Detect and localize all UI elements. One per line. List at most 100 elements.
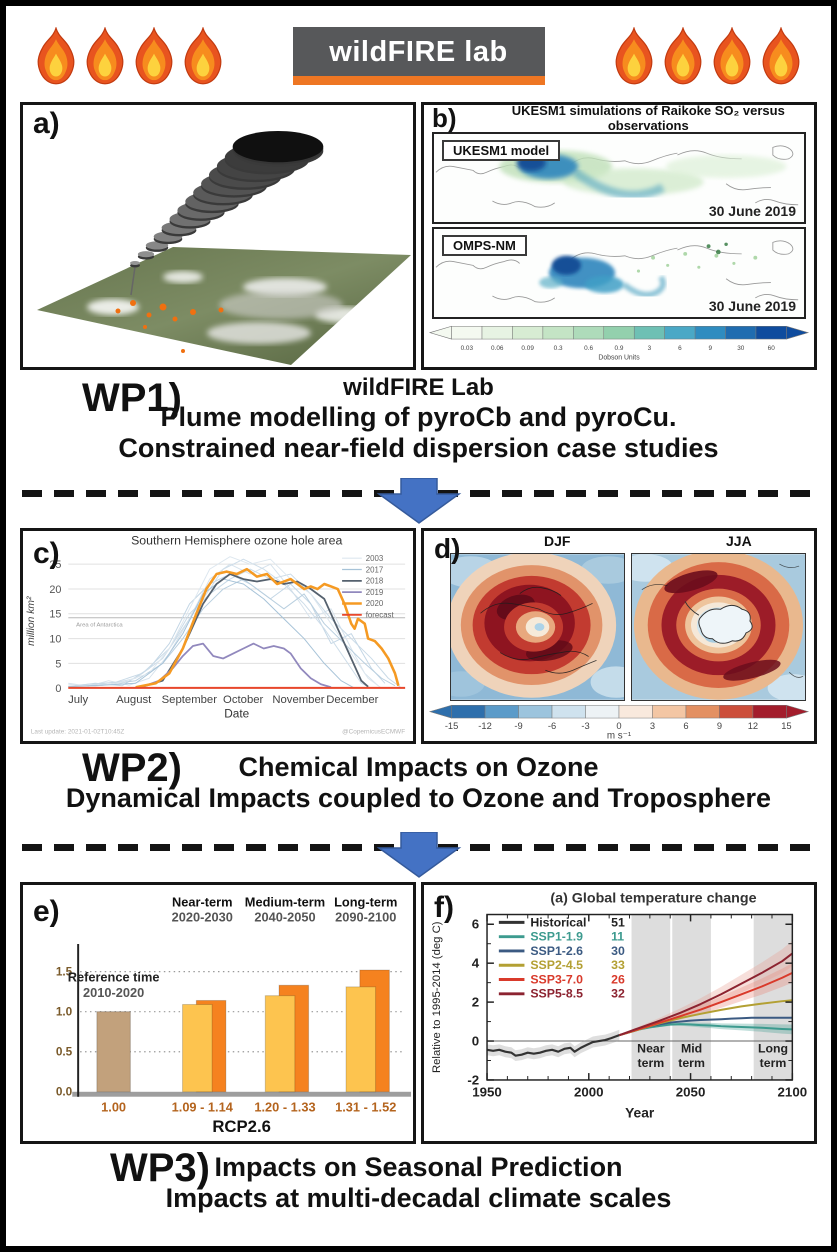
- svg-text:0.9: 0.9: [615, 345, 624, 352]
- svg-text:Year: Year: [625, 1105, 655, 1120]
- wildfire-lab-logo: wildFIRE lab: [292, 27, 545, 85]
- wp2-line2: Dynamical Impacts coupled to Ozone and T…: [65, 783, 772, 813]
- svg-text:0.0: 0.0: [56, 1085, 73, 1099]
- svg-text:-15: -15: [445, 721, 459, 731]
- row-wp1-figures: a): [20, 102, 817, 370]
- svg-text:0.03: 0.03: [461, 345, 474, 352]
- fire-row-right: [612, 26, 803, 85]
- row-wp2-figures: c) 0 5 10 15 20 25 Area of Antarctica July Augus…: [20, 528, 817, 744]
- svg-text:3: 3: [650, 721, 655, 731]
- svg-text:@CopernicusECMWF: @CopernicusECMWF: [342, 729, 405, 736]
- svg-text:5: 5: [55, 658, 61, 670]
- svg-text:Near-term: Near-term: [172, 895, 232, 910]
- svg-text:SSP3-7.0: SSP3-7.0: [530, 972, 583, 986]
- svg-text:term: term: [638, 1056, 665, 1070]
- svg-text:SSP1-2.6: SSP1-2.6: [530, 944, 583, 958]
- panel-f: f) 1950 2000 2050 2100 -2 0 2 4 6 Historical 51 SSP…: [421, 882, 817, 1144]
- svg-text:51: 51: [611, 915, 625, 929]
- wp3-line2: Impacts at multi-decadal climate scales: [165, 1183, 672, 1213]
- svg-text:15: 15: [49, 609, 61, 621]
- svg-text:2000: 2000: [574, 1085, 604, 1100]
- svg-text:December: December: [326, 694, 378, 706]
- svg-text:0: 0: [55, 683, 61, 695]
- svg-text:11: 11: [611, 930, 624, 944]
- so2-map-omps: OMPS-NM 30 June 2019: [432, 227, 806, 319]
- svg-text:6: 6: [472, 917, 479, 932]
- svg-text:10: 10: [49, 634, 61, 646]
- svg-text:1.0: 1.0: [56, 1005, 73, 1019]
- fire-icon: [83, 26, 127, 85]
- ozone-hole-area-chart: 0 5 10 15 20 25 Area of Antarctica July August Se…: [26, 533, 405, 736]
- svg-text:-12: -12: [478, 721, 492, 731]
- svg-text:60: 60: [768, 345, 776, 352]
- wp1-line1: wildFIRE Lab: [343, 374, 494, 401]
- svg-text:November: November: [272, 694, 324, 706]
- svg-text:32: 32: [611, 987, 625, 1001]
- wp1-label: WP1): [82, 376, 182, 420]
- svg-text:20: 20: [49, 584, 61, 596]
- svg-text:15: 15: [781, 721, 791, 731]
- map-label-omps: OMPS-NM: [442, 235, 527, 256]
- svg-text:SSP5-8.5: SSP5-8.5: [530, 987, 583, 1001]
- svg-text:Dobson Units: Dobson Units: [598, 355, 640, 362]
- divider-1: [20, 476, 817, 524]
- map-label-ukesm1: UKESM1 model: [442, 140, 561, 161]
- so2-map-omps-art: [435, 240, 799, 303]
- svg-text:1.20 - 1.33: 1.20 - 1.33: [254, 1099, 315, 1114]
- fire-icon: [661, 26, 705, 85]
- svg-text:6: 6: [678, 345, 682, 352]
- svg-text:2019: 2019: [366, 588, 383, 597]
- svg-text:0.6: 0.6: [584, 345, 593, 352]
- down-arrow-icon: [376, 478, 461, 524]
- svg-text:2090-2100: 2090-2100: [335, 909, 396, 924]
- header: wildFIRE lab: [20, 14, 817, 98]
- wp1-line3: Constrained near-field dispersion case s…: [118, 433, 719, 463]
- svg-text:Historical: Historical: [530, 915, 586, 929]
- dobson-units-colorbar: 0.03 0.06 0.09 0.3 0.6 0.9 3 6 9 30 60 Dobson Units: [428, 325, 810, 362]
- fire-icon: [181, 26, 225, 85]
- jja-polar-map-art: [631, 553, 806, 701]
- svg-text:million km²: million km²: [26, 596, 37, 646]
- panel-b-label: b): [432, 102, 457, 133]
- wp3-label: WP3): [110, 1146, 210, 1190]
- wp3-line1: Impacts on Seasonal Prediction: [214, 1152, 623, 1182]
- svg-text:Near: Near: [637, 1041, 665, 1055]
- svg-text:(a) Global temperature change: (a) Global temperature change: [550, 891, 756, 907]
- logo-text: wildFIRE lab: [329, 35, 508, 68]
- svg-text:12: 12: [748, 721, 758, 731]
- row-wp3-figures: e) 0.0 0.5 1.0 1.5 1.00 Near-term 2020-2030 1.0…: [20, 882, 817, 1144]
- svg-text:-2: -2: [467, 1072, 479, 1087]
- panel-b: b) UKESM1 simulations of Raikoke SO₂ ver…: [421, 102, 817, 370]
- svg-text:0: 0: [616, 721, 621, 731]
- wind-anomaly-maps: [450, 553, 806, 701]
- panel-c: c) 0 5 10 15 20 25 Area of Antarctica July Augus…: [20, 528, 416, 744]
- panel-d-label: d): [434, 533, 461, 564]
- svg-text:2: 2: [472, 995, 479, 1010]
- panel-e-label: e): [33, 895, 60, 928]
- svg-text:September: September: [162, 694, 218, 706]
- panel-e: e) 0.0 0.5 1.0 1.5 1.00 Near-term 2020-2030 1.0…: [20, 882, 416, 1144]
- svg-text:m s⁻¹: m s⁻¹: [607, 731, 632, 741]
- svg-text:0: 0: [472, 1033, 479, 1048]
- wind-speed-colorbar: -15 -12 -9 -6 -3 0 3 6 9 12 15 m s⁻¹: [428, 704, 810, 741]
- svg-text:2003: 2003: [366, 554, 384, 563]
- svg-text:1.31 - 1.52: 1.31 - 1.52: [335, 1099, 396, 1114]
- svg-text:9: 9: [717, 721, 722, 731]
- svg-text:Long-term: Long-term: [334, 895, 397, 910]
- svg-text:2017: 2017: [366, 565, 383, 574]
- panel-c-label: c): [33, 537, 60, 570]
- svg-text:2040-2050: 2040-2050: [254, 909, 315, 924]
- svg-text:2100: 2100: [778, 1085, 808, 1100]
- svg-text:1.09 - 1.14: 1.09 - 1.14: [172, 1099, 234, 1114]
- fire-icon: [132, 26, 176, 85]
- wp3-section: WP3) Impacts on Seasonal Prediction Impa…: [20, 1144, 817, 1224]
- svg-text:RCP2.6: RCP2.6: [212, 1117, 271, 1136]
- wp2-line1: Chemical Impacts on Ozone: [238, 752, 599, 782]
- fire-row-left: [34, 26, 225, 85]
- jja-map-title: JJA: [726, 533, 752, 549]
- svg-text:0.09: 0.09: [521, 345, 534, 352]
- divider-2: [20, 830, 817, 878]
- panel-a: a): [20, 102, 416, 370]
